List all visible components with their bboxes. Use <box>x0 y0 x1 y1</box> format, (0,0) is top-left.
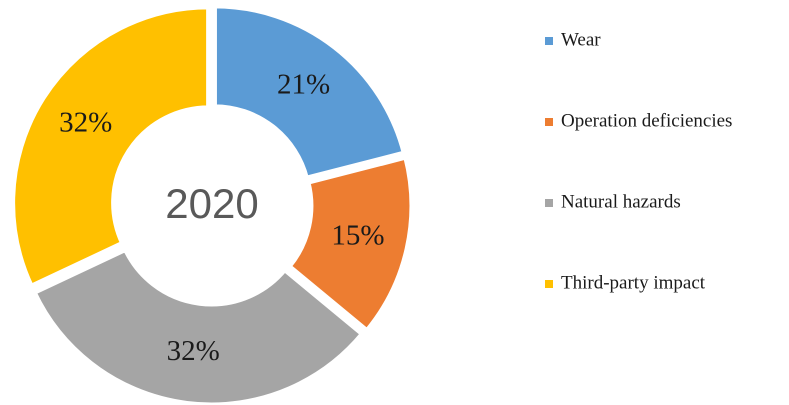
donut-segment <box>285 154 415 335</box>
donut-segment <box>211 3 408 182</box>
donut-segment <box>10 4 212 290</box>
data-label: 32% <box>167 335 220 367</box>
legend-label: Operation deficiencies <box>561 110 732 131</box>
legend-swatch <box>545 280 553 288</box>
data-label: 32% <box>59 107 112 139</box>
donut-segment <box>30 246 367 405</box>
legend-label: Third-party impact <box>561 272 706 293</box>
center-label: 2020 <box>165 180 258 227</box>
legend-swatch <box>545 37 553 45</box>
legend-label: Wear <box>561 29 601 50</box>
legend-label: Natural hazards <box>561 191 681 212</box>
legend-swatch <box>545 199 553 207</box>
data-label: 21% <box>277 69 330 101</box>
legend-swatch <box>545 118 553 126</box>
data-label: 15% <box>331 219 384 251</box>
